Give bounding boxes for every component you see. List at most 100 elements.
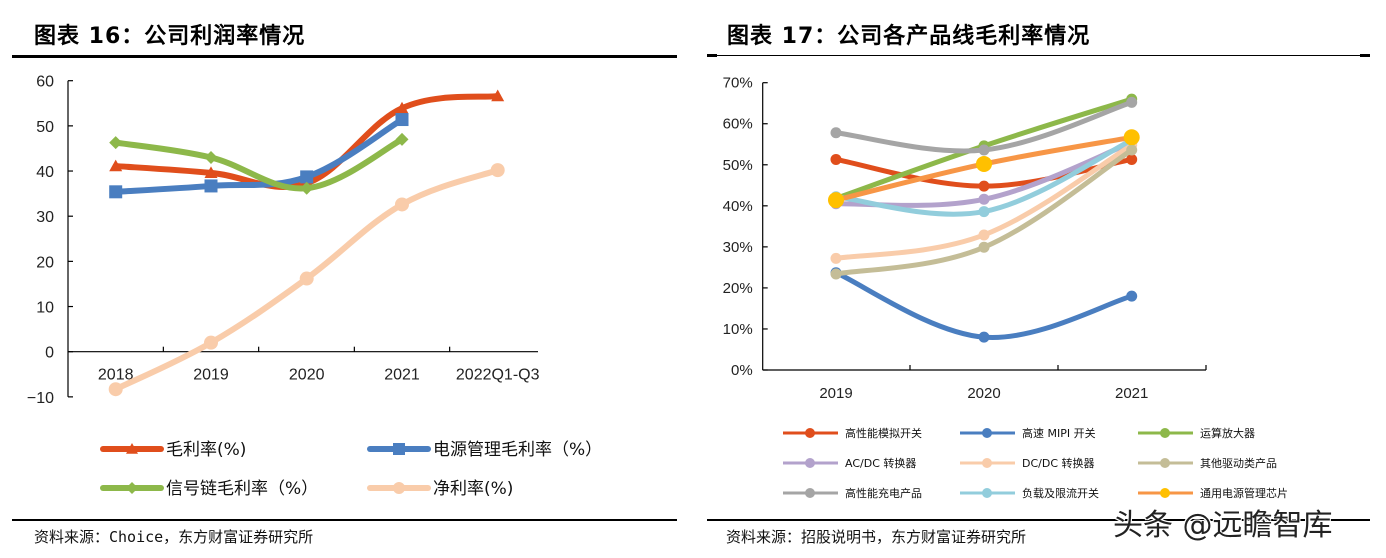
y-tick-label: −10 bbox=[27, 390, 54, 407]
legend-item: 净利率(%) bbox=[367, 479, 513, 499]
legend-marker bbox=[805, 488, 815, 498]
legend-label: 毛利率(%) bbox=[166, 440, 246, 460]
data-point bbox=[300, 181, 314, 195]
watermark: 头条 @远瞻智库 bbox=[1113, 508, 1333, 543]
x-tick-label: 2021 bbox=[1115, 385, 1148, 402]
legend: 毛利率(%) 电源管理毛利率（%） 信号链毛利率（%） 净利率(%) bbox=[100, 440, 602, 499]
profit-margin-chart: −10 0 10 20 30 40 50 60 2018 2019 2020 2021 2022Q1-Q… bbox=[14, 61, 677, 516]
data-point bbox=[109, 185, 123, 199]
legend-item: 通用电源管理芯片 bbox=[1138, 486, 1288, 500]
legend-item: 其他驱动类产品 bbox=[1138, 456, 1277, 470]
data-point bbox=[204, 166, 218, 179]
legend-label: 高性能充电产品 bbox=[845, 486, 922, 500]
source-rule bbox=[707, 519, 1370, 521]
x-tick-label: 2018 bbox=[98, 367, 134, 384]
x-tick-label: 2019 bbox=[193, 367, 229, 384]
legend-marker bbox=[393, 443, 405, 455]
legend-label: DC/DC 转换器 bbox=[1022, 456, 1095, 470]
y-tick-label: 30% bbox=[723, 239, 753, 256]
data-point bbox=[395, 197, 409, 212]
y-tick-label: 60% bbox=[723, 116, 753, 133]
series-line bbox=[112, 116, 405, 195]
y-tick-label: 50 bbox=[36, 119, 54, 136]
axes: 0% 10% 20% 30% 40% 50% 60% 70% 2019 2020 2021 bbox=[723, 75, 1207, 402]
legend-item: 电源管理毛利率（%） bbox=[367, 440, 602, 460]
y-tick-label: 50% bbox=[723, 157, 753, 174]
figure-17-source: 资料来源：招股说明书，东方财富证券研究所 bbox=[726, 528, 1027, 546]
series-2 bbox=[109, 132, 409, 195]
legend-label: 净利率(%) bbox=[433, 479, 513, 499]
data-point bbox=[978, 180, 990, 192]
series-line bbox=[833, 270, 1135, 340]
x-tick-label: 2020 bbox=[289, 367, 325, 384]
y-tick-label: 10% bbox=[723, 321, 753, 338]
y-tick-label: 40% bbox=[723, 198, 753, 215]
legend-marker bbox=[982, 458, 992, 468]
legend-label: 其他驱动类产品 bbox=[1200, 456, 1277, 470]
legend-item: AC/DC 转换器 bbox=[783, 456, 916, 470]
legend-item: 高速 MIPI 开关 bbox=[960, 426, 1096, 440]
series-5 bbox=[830, 144, 1138, 280]
legend-label: 信号链毛利率（%） bbox=[166, 479, 318, 499]
data-point bbox=[978, 144, 990, 156]
legend-marker bbox=[805, 428, 815, 438]
figure-16-source: 资料来源：Choice，东方财富证券研究所 bbox=[34, 528, 314, 546]
data-point bbox=[830, 252, 842, 264]
x-tick-label: 2019 bbox=[819, 385, 852, 402]
data-point bbox=[1126, 153, 1138, 165]
legend-item: 高性能模拟开关 bbox=[783, 426, 922, 440]
legend: 高性能模拟开关 高速 MIPI 开关 运算放大器 AC/DC 转换器 DC/DC 转换器… bbox=[783, 426, 1288, 500]
data-point bbox=[109, 159, 123, 172]
x-tick-label: 2020 bbox=[967, 385, 1000, 402]
legend-label: 电源管理毛利率（%） bbox=[433, 440, 602, 460]
figure-17-panel: 图表 17：公司各产品线毛利率情况 0% 10% 20% 30% 40% 50% 60% 70… bbox=[693, 0, 1386, 558]
title-rule-cap-right bbox=[1360, 54, 1370, 57]
x-tick-label: 2021 bbox=[384, 367, 420, 384]
legend-marker bbox=[1160, 488, 1170, 498]
data-point bbox=[491, 89, 505, 102]
legend-marker bbox=[1160, 458, 1170, 468]
legend-item: DC/DC 转换器 bbox=[960, 456, 1095, 470]
data-point bbox=[204, 335, 218, 350]
legend-item: 运算放大器 bbox=[1138, 426, 1255, 440]
data-point bbox=[978, 193, 990, 205]
series-3 bbox=[108, 163, 505, 397]
legend-label: 高性能模拟开关 bbox=[845, 426, 922, 440]
data-point bbox=[395, 132, 409, 146]
y-tick-label: 10 bbox=[36, 300, 54, 317]
legend-item: 负载及限流开关 bbox=[960, 486, 1099, 500]
data-point bbox=[108, 382, 123, 397]
title-rule-cap-left bbox=[707, 54, 717, 57]
legend-marker bbox=[393, 482, 405, 494]
series-1 bbox=[109, 113, 409, 199]
y-tick-label: 70% bbox=[723, 75, 753, 92]
series-8 bbox=[828, 129, 1140, 209]
figure-16-panel: 图表 16：公司利润率情况 −10 0 10 20 30 40 50 60 2018 2019 20… bbox=[12, 24, 677, 546]
y-tick-label: 20 bbox=[36, 254, 54, 271]
legend-label: 高速 MIPI 开关 bbox=[1022, 426, 1096, 440]
data-point bbox=[1126, 96, 1138, 108]
data-point bbox=[830, 268, 842, 280]
data-point bbox=[978, 331, 990, 343]
legend-item: 毛利率(%) bbox=[100, 440, 246, 460]
data-point bbox=[395, 113, 409, 127]
product-margin-chart: 0% 10% 20% 30% 40% 50% 60% 70% 2019 2020 2021 高性能模拟… bbox=[706, 61, 1369, 516]
data-point bbox=[828, 192, 844, 209]
data-point bbox=[830, 127, 842, 139]
figure-17-title: 图表 17：公司各产品线毛利率情况 bbox=[727, 24, 1091, 49]
data-point bbox=[204, 150, 218, 164]
legend-label: 运算放大器 bbox=[1200, 426, 1255, 440]
y-tick-label: 30 bbox=[36, 209, 54, 226]
profit-margin-chart-svg: −10 0 10 20 30 40 50 60 2018 2019 2020 2021 2022Q1-Q… bbox=[27, 74, 602, 499]
legend-label: 负载及限流开关 bbox=[1022, 486, 1099, 500]
legend-marker bbox=[126, 443, 138, 454]
axes: −10 0 10 20 30 40 50 60 2018 2019 2020 2021 2022Q1-Q… bbox=[27, 74, 540, 407]
y-tick-label: 0 bbox=[45, 345, 54, 362]
data-point bbox=[490, 163, 505, 178]
series-line bbox=[112, 136, 405, 192]
y-tick-label: 60 bbox=[36, 74, 54, 91]
legend-marker bbox=[982, 428, 992, 438]
figure-16-title: 图表 16：公司利润率情况 bbox=[34, 24, 306, 49]
data-point bbox=[395, 101, 409, 114]
data-point bbox=[299, 271, 314, 286]
